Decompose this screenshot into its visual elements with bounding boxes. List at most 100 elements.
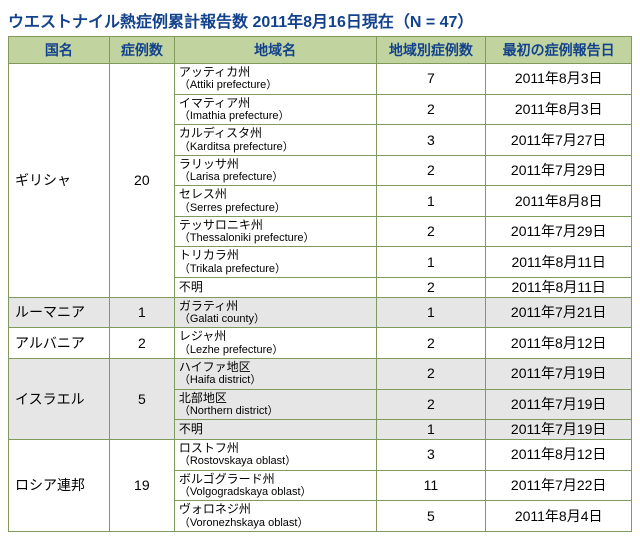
region-en: （Galati county） — [179, 313, 372, 326]
region-cell: カルディスタ州（Karditsa prefecture） — [174, 125, 376, 156]
region-en: （Lezhe prefecture） — [179, 344, 372, 357]
table-title: ウエストナイル熱症例累計報告数 2011年8月16日現在（N = 47） — [8, 8, 632, 32]
date-cell: 2011年7月27日 — [486, 125, 632, 156]
region-count-cell: 2 — [376, 94, 486, 125]
region-cell: イマティア州（Imathia prefecture） — [174, 94, 376, 125]
table-row: イスラエル5ハイファ地区（Haifa district）22011年7月19日 — [9, 359, 632, 390]
date-cell: 2011年8月12日 — [486, 439, 632, 470]
date-cell: 2011年8月11日 — [486, 247, 632, 278]
region-count-cell: 2 — [376, 155, 486, 186]
region-count-cell: 2 — [376, 328, 486, 359]
header-first-date: 最初の症例報告日 — [486, 37, 632, 64]
country-cell: アルバニア — [9, 328, 110, 359]
region-count-cell: 1 — [376, 247, 486, 278]
region-jp: 不明 — [179, 422, 372, 436]
region-count-cell: 1 — [376, 420, 486, 440]
region-jp: ハイファ地区 — [179, 360, 372, 374]
region-count-cell: 2 — [376, 216, 486, 247]
region-count-cell: 1 — [376, 186, 486, 217]
region-cell: ハイファ地区（Haifa district） — [174, 359, 376, 390]
region-jp: ボルゴグラード州 — [179, 472, 372, 486]
date-cell: 2011年7月21日 — [486, 297, 632, 328]
region-jp: テッサロニキ州 — [179, 218, 372, 232]
cases-cell: 19 — [109, 439, 174, 531]
region-count-cell: 2 — [376, 389, 486, 420]
date-cell: 2011年7月22日 — [486, 470, 632, 501]
region-jp: ラリッサ州 — [179, 157, 372, 171]
region-jp: イマティア州 — [179, 96, 372, 110]
header-row: 国名 症例数 地域名 地域別症例数 最初の症例報告日 — [9, 37, 632, 64]
region-jp: レジャ州 — [179, 329, 372, 343]
region-jp: 北部地区 — [179, 391, 372, 405]
cases-cell: 20 — [109, 64, 174, 298]
date-cell: 2011年8月8日 — [486, 186, 632, 217]
country-cell: イスラエル — [9, 359, 110, 440]
region-en: （Volgogradskaya oblast） — [179, 486, 372, 499]
region-cell: ラリッサ州（Larisa prefecture） — [174, 155, 376, 186]
cases-table: 国名 症例数 地域名 地域別症例数 最初の症例報告日 ギリシャ20アッティカ州（… — [8, 36, 632, 532]
region-count-cell: 3 — [376, 125, 486, 156]
region-en: （Thessaloniki prefecture） — [179, 232, 372, 245]
date-cell: 2011年7月29日 — [486, 155, 632, 186]
table-row: ロシア連邦19ロストフ州（Rostovskaya oblast）32011年8月… — [9, 439, 632, 470]
region-cell: アッティカ州（Attiki prefecture） — [174, 64, 376, 95]
region-cell: ボルゴグラード州（Volgogradskaya oblast） — [174, 470, 376, 501]
region-cell: トリカラ州（Trikala prefecture） — [174, 247, 376, 278]
country-cell: ルーマニア — [9, 297, 110, 328]
region-jp: トリカラ州 — [179, 248, 372, 262]
region-en: （Haifa district） — [179, 374, 372, 387]
region-cell: セレス州（Serres prefecture） — [174, 186, 376, 217]
region-cell: 不明 — [174, 420, 376, 440]
region-jp: カルディスタ州 — [179, 126, 372, 140]
region-count-cell: 1 — [376, 297, 486, 328]
region-cell: 北部地区（Northern district） — [174, 389, 376, 420]
country-cell: ギリシャ — [9, 64, 110, 298]
table-row: アルバニア2レジャ州（Lezhe prefecture）22011年8月12日 — [9, 328, 632, 359]
region-en: （Attiki prefecture） — [179, 79, 372, 92]
date-cell: 2011年8月4日 — [486, 501, 632, 532]
region-cell: ヴォロネジ州（Voronezhskaya oblast） — [174, 501, 376, 532]
region-jp: ガラティ州 — [179, 299, 372, 313]
region-cell: テッサロニキ州（Thessaloniki prefecture） — [174, 216, 376, 247]
region-en: （Northern district） — [179, 405, 372, 418]
region-count-cell: 2 — [376, 359, 486, 390]
region-cell: レジャ州（Lezhe prefecture） — [174, 328, 376, 359]
date-cell: 2011年7月19日 — [486, 389, 632, 420]
region-jp: ロストフ州 — [179, 441, 372, 455]
region-count-cell: 2 — [376, 278, 486, 298]
region-jp: アッティカ州 — [179, 65, 372, 79]
region-jp: ヴォロネジ州 — [179, 502, 372, 516]
region-en: （Rostovskaya oblast） — [179, 455, 372, 468]
date-cell: 2011年8月3日 — [486, 64, 632, 95]
cases-cell: 1 — [109, 297, 174, 328]
date-cell: 2011年8月3日 — [486, 94, 632, 125]
date-cell: 2011年7月29日 — [486, 216, 632, 247]
date-cell: 2011年7月19日 — [486, 359, 632, 390]
country-cell: ロシア連邦 — [9, 439, 110, 531]
region-en: （Serres prefecture） — [179, 202, 372, 215]
region-count-cell: 3 — [376, 439, 486, 470]
date-cell: 2011年8月11日 — [486, 278, 632, 298]
region-jp: セレス州 — [179, 187, 372, 201]
cases-cell: 5 — [109, 359, 174, 440]
table-row: ルーマニア1ガラティ州（Galati county）12011年7月21日 — [9, 297, 632, 328]
header-region-cases: 地域別症例数 — [376, 37, 486, 64]
region-count-cell: 11 — [376, 470, 486, 501]
header-cases: 症例数 — [109, 37, 174, 64]
date-cell: 2011年7月19日 — [486, 420, 632, 440]
header-region: 地域名 — [174, 37, 376, 64]
region-count-cell: 5 — [376, 501, 486, 532]
region-en: （Larisa prefecture） — [179, 171, 372, 184]
header-country: 国名 — [9, 37, 110, 64]
region-cell: 不明 — [174, 278, 376, 298]
region-jp: 不明 — [179, 280, 372, 294]
region-count-cell: 7 — [376, 64, 486, 95]
region-en: （Karditsa prefecture） — [179, 141, 372, 154]
cases-cell: 2 — [109, 328, 174, 359]
region-cell: ロストフ州（Rostovskaya oblast） — [174, 439, 376, 470]
date-cell: 2011年8月12日 — [486, 328, 632, 359]
table-row: ギリシャ20アッティカ州（Attiki prefecture）72011年8月3… — [9, 64, 632, 95]
region-cell: ガラティ州（Galati county） — [174, 297, 376, 328]
region-en: （Imathia prefecture） — [179, 110, 372, 123]
region-en: （Trikala prefecture） — [179, 263, 372, 276]
